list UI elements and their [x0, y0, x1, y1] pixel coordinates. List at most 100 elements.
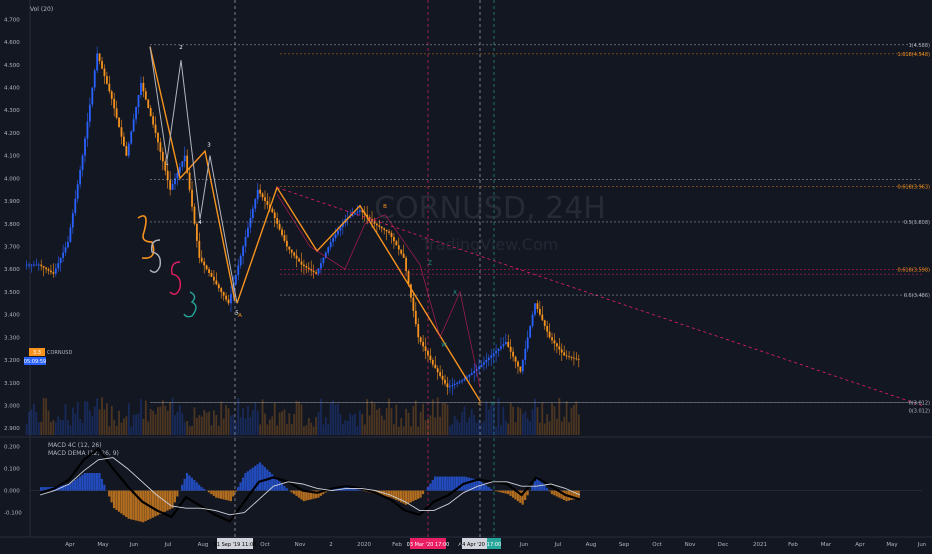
candle-body — [485, 360, 488, 363]
volume-bar — [448, 425, 451, 435]
candle-body — [40, 264, 43, 267]
volume-bar — [149, 408, 152, 435]
candle-body — [230, 293, 232, 304]
candle-body — [541, 314, 544, 321]
candle-body — [67, 241, 69, 248]
volume-bar — [71, 407, 74, 435]
macd-histogram-bar — [297, 490, 301, 498]
macd-histogram-bar — [280, 483, 284, 491]
candle-body — [25, 264, 28, 266]
volume-bar — [52, 420, 55, 435]
macd-histogram-bar — [429, 483, 432, 491]
candle-body — [174, 178, 176, 185]
macd-histogram-bar — [322, 490, 325, 495]
macd-histogram-bar — [395, 490, 398, 500]
macd-histogram-bar — [292, 490, 296, 495]
time-badge-text: 11 Sep '19 11:00 — [214, 542, 257, 548]
macd-tick-label: -0.100 — [4, 511, 22, 517]
volume-bar — [378, 408, 381, 435]
candle-body — [132, 119, 135, 132]
volume-bar — [118, 410, 120, 435]
candle-body — [188, 172, 191, 190]
candle-body — [169, 180, 172, 190]
candle-body — [405, 257, 407, 272]
price-tick-label: 3.100 — [4, 381, 20, 387]
volume-bar — [283, 409, 286, 435]
volume-bar — [371, 400, 373, 435]
candle-body — [288, 246, 291, 250]
macd-histogram-bar — [200, 487, 203, 491]
macd-histogram-bar — [397, 490, 400, 502]
candle-body — [461, 380, 463, 382]
macd-histogram-bar — [224, 490, 228, 500]
price-tick-label: 4.600 — [4, 40, 20, 46]
macd-histogram-bar — [553, 490, 556, 496]
volume-bar — [363, 424, 366, 435]
wave-label: 3 — [207, 143, 211, 149]
candle-body — [227, 299, 230, 304]
volume-bar — [47, 410, 50, 435]
volume-bar — [188, 426, 191, 435]
volume-bar — [186, 420, 189, 435]
candle-body — [487, 357, 490, 361]
volume-bar — [395, 404, 398, 435]
volume-bar — [327, 423, 330, 435]
macd-histogram-bar — [531, 485, 534, 491]
volume-bar — [441, 402, 444, 435]
macd-histogram-bar — [210, 490, 213, 495]
candle-body — [59, 257, 62, 264]
candle-body — [383, 228, 386, 230]
macd-histogram-bar — [300, 490, 303, 500]
candle-body — [193, 206, 196, 224]
volume-bar — [487, 409, 490, 435]
volume-bar — [393, 424, 395, 435]
macd-histogram-bar — [83, 473, 86, 491]
volume-bar — [332, 400, 335, 435]
candle-body — [98, 53, 101, 61]
macd-histogram-bar — [103, 484, 106, 491]
candle-body — [186, 155, 189, 173]
price-tick-label: 3.400 — [4, 313, 20, 319]
candle-body — [103, 68, 106, 77]
candle-body — [244, 237, 247, 247]
candle-body — [239, 255, 242, 266]
macd-histogram-bar — [69, 483, 72, 491]
candle-body — [264, 197, 266, 202]
volume-bar — [366, 399, 369, 435]
candle-body — [417, 324, 420, 338]
macd-histogram-bar — [312, 490, 315, 499]
macd-histogram-bar — [524, 490, 527, 500]
macd-histogram-bar — [431, 480, 434, 491]
volume-bar — [130, 426, 133, 435]
macd-histogram-bar — [112, 490, 116, 509]
volume-bar — [519, 408, 522, 435]
volume-bar — [300, 404, 303, 435]
candle-body — [531, 314, 534, 326]
price-tick-label: 3.800 — [4, 222, 20, 228]
candle-body — [88, 104, 91, 122]
candle-body — [200, 257, 203, 262]
countdown-badge — [24, 357, 46, 365]
macd-histogram-bar — [507, 490, 510, 495]
candle-body — [439, 372, 442, 376]
price-tick-label: 3.500 — [4, 290, 20, 296]
fib-level-label: 0.618(3.963) — [897, 185, 930, 191]
candle-body — [312, 270, 315, 273]
macd-histogram-bar — [453, 476, 456, 491]
macd-histogram-bar — [514, 490, 517, 500]
fib-level-label: 1.618(4.548) — [897, 52, 930, 58]
volume-bar — [256, 411, 259, 435]
candle-body — [483, 362, 485, 365]
volume-bar — [412, 406, 415, 435]
candle-body — [397, 245, 400, 250]
volume-bar — [137, 413, 140, 435]
macd-histogram-bar — [448, 476, 451, 491]
volume-bar — [458, 422, 461, 435]
candle-body — [368, 216, 371, 220]
candle-body — [254, 199, 257, 209]
macd-histogram-bar — [183, 478, 186, 491]
candle-body — [490, 355, 493, 358]
macd-histogram-bar — [295, 490, 298, 496]
